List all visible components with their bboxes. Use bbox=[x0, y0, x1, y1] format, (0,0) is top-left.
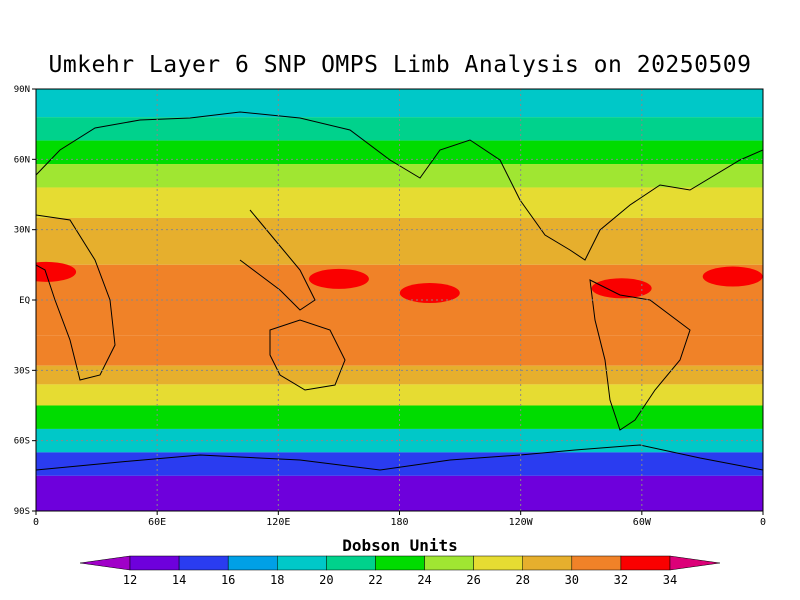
colorbar-low-arrow bbox=[79, 555, 131, 571]
coastline bbox=[36, 214, 116, 381]
x-tick-label: 0 bbox=[33, 517, 39, 528]
longitude-ticks: 0 60E 120E 180 120W 60W 0 bbox=[33, 511, 766, 528]
colorbar-high-arrow bbox=[669, 555, 721, 571]
coastline bbox=[589, 279, 691, 431]
colorbar-tick-label: 22 bbox=[368, 573, 382, 587]
colorbar-tick-label: 16 bbox=[221, 573, 235, 587]
ozone-maximum-region bbox=[702, 266, 763, 287]
coastline bbox=[269, 319, 346, 391]
coastline bbox=[36, 444, 763, 471]
ozone-maximum-region bbox=[399, 282, 460, 303]
coastline bbox=[36, 111, 763, 261]
y-tick-label: EQ bbox=[19, 296, 30, 306]
x-tick-label: 60E bbox=[148, 517, 166, 528]
x-tick-label: 180 bbox=[390, 517, 408, 528]
gridlines bbox=[36, 89, 763, 511]
colorbar-swatch bbox=[178, 555, 229, 571]
colorbar-swatch bbox=[375, 555, 425, 571]
colorbar-swatch bbox=[473, 555, 523, 571]
colorbar-tick-label: 20 bbox=[319, 573, 333, 587]
colorbar-tick-label: 24 bbox=[417, 573, 431, 587]
contour-band bbox=[36, 117, 763, 141]
ozone-maximum-region bbox=[36, 261, 77, 282]
colorbar-tick-label: 32 bbox=[614, 573, 628, 587]
x-tick-label: 0 bbox=[760, 517, 766, 528]
ozone-maximum-region bbox=[591, 278, 652, 299]
coastline bbox=[239, 209, 316, 311]
y-tick-label: 90N bbox=[14, 85, 30, 95]
colorbar-swatch bbox=[424, 555, 474, 571]
colorbar-swatch bbox=[277, 555, 327, 571]
colorbar-tick-label: 30 bbox=[565, 573, 579, 587]
colorbar-tick-label: 26 bbox=[466, 573, 480, 587]
ozone-maximum-region bbox=[308, 268, 369, 289]
y-tick-label: 30N bbox=[14, 226, 30, 236]
y-tick-label: 90S bbox=[14, 507, 30, 517]
colorbar-swatch bbox=[326, 555, 376, 571]
coastlines bbox=[36, 111, 763, 471]
x-tick-label: 60W bbox=[633, 517, 652, 528]
contour-band bbox=[36, 187, 763, 218]
colorbar-swatch bbox=[129, 555, 180, 571]
contour-band bbox=[36, 89, 763, 118]
colorbar-tick-label: 18 bbox=[270, 573, 284, 587]
colorbar: 12 14 16 18 20 22 24 26 28 30 32 34 bbox=[79, 555, 721, 587]
colorbar-swatch bbox=[620, 555, 671, 571]
colorbar-tick-label: 12 bbox=[123, 573, 137, 587]
latitude-ticks: 90N 60N 30N EQ 30S 60S 90S bbox=[14, 85, 36, 517]
y-tick-label: 60N bbox=[14, 155, 30, 165]
contour-band bbox=[36, 405, 763, 429]
x-tick-label: 120W bbox=[509, 517, 534, 528]
colorbar-tick-label: 34 bbox=[663, 573, 677, 587]
y-tick-label: 30S bbox=[14, 366, 30, 376]
colorbar-label: Dobson Units bbox=[342, 536, 458, 555]
colorbar-swatch bbox=[227, 555, 278, 571]
colorbar-tick-label: 28 bbox=[516, 573, 530, 587]
colorbar-swatch bbox=[522, 555, 573, 571]
contour-band bbox=[36, 140, 763, 165]
colorbar-tick-label: 14 bbox=[172, 573, 186, 587]
colorbar-swatch bbox=[571, 555, 622, 571]
chart-title: Umkehr Layer 6 SNP OMPS Limb Analysis on… bbox=[48, 52, 752, 78]
x-tick-label: 120E bbox=[266, 517, 290, 528]
y-tick-label: 60S bbox=[14, 437, 30, 447]
